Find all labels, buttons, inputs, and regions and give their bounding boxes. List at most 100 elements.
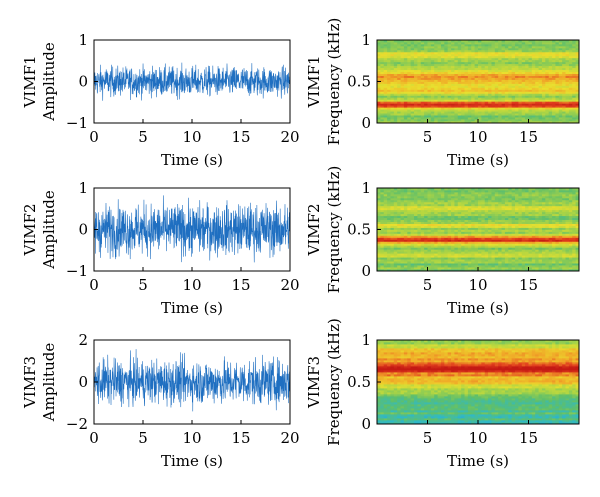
- heatmap-cell: [430, 121, 435, 123]
- heatmap-cell: [437, 189, 442, 193]
- heatmap-cell: [491, 89, 496, 92]
- heatmap-cell: [491, 97, 496, 100]
- heatmap-cell: [538, 215, 543, 219]
- heatmap-cell: [383, 267, 388, 270]
- heatmap-cell: [528, 45, 533, 49]
- heatmap-cell: [474, 209, 479, 213]
- heatmap-cell: [437, 49, 442, 53]
- heatmap-cell: [430, 241, 435, 244]
- heatmap-cell: [444, 97, 449, 100]
- heatmap-cell: [427, 119, 432, 122]
- heatmap-cell: [525, 61, 529, 65]
- heatmap-cell: [447, 111, 452, 114]
- heatmap-cell: [558, 89, 563, 92]
- heatmap-cell: [414, 193, 418, 197]
- heatmap-cell: [454, 203, 459, 207]
- heatmap-cell: [558, 45, 563, 49]
- heatmap-cell: [521, 189, 526, 193]
- heatmap-cell: [531, 259, 536, 262]
- heatmap-cell: [545, 71, 550, 74]
- heatmap-cell: [420, 199, 425, 203]
- heatmap-cell: [454, 103, 459, 106]
- heatmap-cell: [467, 115, 472, 118]
- heatmap-cell: [568, 247, 573, 250]
- heatmap-cell: [377, 111, 381, 114]
- heatmap-cell: [478, 77, 482, 80]
- heatmap-cell: [437, 75, 442, 78]
- heatmap-cell: [474, 81, 479, 84]
- heatmap-cell: [531, 77, 536, 80]
- heatmap-cell: [494, 49, 499, 53]
- heatmap-cell: [397, 233, 401, 236]
- heatmap-cell: [393, 227, 398, 230]
- heatmap-cell: [528, 73, 533, 76]
- heatmap-cell: [562, 269, 566, 271]
- heatmap-cell: [568, 243, 573, 246]
- heatmap-cell: [541, 47, 546, 51]
- heatmap-cell: [484, 47, 489, 51]
- heatmap-cell: [414, 249, 418, 252]
- heatmap-cell: [511, 107, 516, 110]
- heatmap-cell: [484, 221, 489, 224]
- heatmap-cell: [525, 247, 529, 250]
- heatmap-cell: [427, 117, 432, 120]
- heatmap-cell: [511, 113, 516, 116]
- y-tick-label: 1: [78, 179, 88, 197]
- heatmap-cell: [454, 245, 459, 248]
- heatmap-cell: [552, 233, 556, 236]
- heatmap-cell: [447, 73, 452, 76]
- heatmap-cell: [531, 119, 536, 122]
- heatmap-cell: [535, 269, 539, 271]
- heatmap-cell: [501, 109, 506, 112]
- heatmap-cell: [494, 221, 499, 224]
- heatmap-cell: [494, 117, 499, 120]
- heatmap-cell: [508, 245, 513, 248]
- heatmap-cell: [420, 97, 425, 100]
- heatmap-cell: [494, 63, 499, 67]
- heatmap-cell: [414, 115, 418, 118]
- heatmap-cell: [572, 95, 577, 98]
- heatmap-cell: [420, 191, 425, 195]
- heatmap-cell: [380, 205, 385, 209]
- heatmap-cell: [447, 55, 452, 59]
- heatmap-cell: [491, 199, 496, 203]
- heatmap-cell: [444, 99, 449, 102]
- heatmap-cell: [471, 105, 476, 108]
- heatmap-cell: [440, 253, 445, 256]
- heatmap-cell: [535, 121, 539, 123]
- heatmap-cell: [444, 197, 449, 201]
- heatmap-cell: [488, 111, 492, 114]
- heatmap-cell: [434, 197, 438, 201]
- heatmap-cell: [457, 229, 462, 232]
- heatmap-cell: [377, 199, 381, 203]
- heatmap-cell: [531, 67, 536, 71]
- heatmap-cell: [474, 217, 479, 221]
- heatmap-cell: [518, 227, 523, 230]
- heatmap-cell: [538, 117, 543, 120]
- heatmap-cell: [427, 77, 432, 80]
- heatmap-cell: [380, 259, 385, 262]
- heatmap-cell: [390, 47, 395, 51]
- heatmap-cell: [410, 253, 415, 256]
- heatmap-cell: [427, 103, 432, 106]
- heatmap-cell: [528, 253, 533, 256]
- heatmap-cell: [494, 188, 499, 191]
- heatmap-cell: [407, 40, 412, 43]
- heatmap-cell: [390, 263, 395, 266]
- heatmap-cell: [387, 211, 391, 215]
- heatmap-cell: [397, 241, 401, 244]
- heatmap-cell: [481, 93, 486, 96]
- heatmap-cell: [478, 241, 482, 244]
- heatmap-cell: [430, 85, 435, 88]
- heatmap-cell: [451, 99, 455, 102]
- heatmap-cell: [430, 57, 435, 61]
- heatmap-cell: [393, 47, 398, 51]
- heatmap-cell: [410, 221, 415, 224]
- heatmap-cell: [457, 209, 462, 213]
- heatmap-cell: [565, 79, 570, 82]
- heatmap-cell: [494, 85, 499, 88]
- heatmap-cell: [501, 229, 506, 232]
- heatmap-cell: [565, 199, 570, 203]
- heatmap-cell: [410, 219, 415, 222]
